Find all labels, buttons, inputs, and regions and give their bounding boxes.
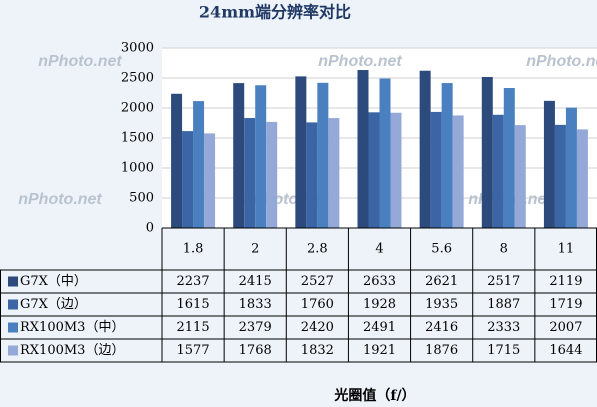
bar bbox=[193, 101, 205, 228]
bar bbox=[554, 124, 566, 228]
bar bbox=[295, 76, 307, 228]
table-value: 2621 bbox=[425, 274, 458, 289]
chart-title: 24mm端分辨率对比 bbox=[199, 3, 351, 22]
table-value: 1615 bbox=[177, 297, 210, 312]
bar bbox=[565, 107, 577, 228]
x-axis-label: 光圈值（f/） bbox=[333, 387, 415, 404]
table-value: 2491 bbox=[363, 320, 396, 335]
legend-swatch bbox=[8, 322, 18, 333]
bar bbox=[171, 93, 183, 228]
x-tick-label: 2 bbox=[251, 242, 259, 257]
table-value: 1719 bbox=[549, 297, 582, 312]
bar bbox=[543, 100, 555, 228]
watermark: nPhoto.net bbox=[318, 53, 402, 70]
table-value: 2333 bbox=[487, 320, 520, 335]
table-value: 2517 bbox=[487, 274, 520, 289]
table-value: 2379 bbox=[239, 320, 272, 335]
legend-label: RX100M3（中） bbox=[20, 320, 124, 335]
bar bbox=[368, 112, 380, 228]
bar bbox=[576, 129, 588, 228]
bar bbox=[441, 83, 453, 228]
bar bbox=[390, 112, 402, 228]
table-value: 2527 bbox=[301, 274, 334, 289]
table-value: 2420 bbox=[301, 320, 334, 335]
bar bbox=[503, 88, 515, 229]
table-value: 2633 bbox=[363, 274, 396, 289]
x-tick-label: 2.8 bbox=[307, 242, 328, 257]
table-value: 1833 bbox=[239, 297, 272, 312]
bar bbox=[430, 111, 442, 228]
bar bbox=[514, 125, 526, 228]
table-value: 1644 bbox=[549, 343, 582, 358]
y-tick-label: 2500 bbox=[121, 71, 154, 86]
bar bbox=[233, 83, 245, 228]
bar bbox=[492, 114, 504, 228]
y-tick-label: 2000 bbox=[121, 101, 154, 116]
table-value: 1768 bbox=[239, 343, 272, 358]
y-tick-label: 3000 bbox=[121, 41, 154, 56]
watermark: nPhoto.net bbox=[38, 53, 122, 70]
table-value: 1832 bbox=[301, 343, 334, 358]
legend-label: RX100M3（边） bbox=[20, 343, 124, 358]
x-tick-label: 4 bbox=[375, 242, 383, 257]
bar bbox=[328, 118, 340, 228]
bar bbox=[419, 70, 431, 229]
legend-swatch bbox=[8, 345, 18, 356]
bar bbox=[244, 118, 256, 228]
x-tick-label: 1.8 bbox=[183, 242, 204, 257]
watermark: nPhoto.net bbox=[18, 191, 102, 208]
bar bbox=[255, 85, 267, 228]
table-value: 2237 bbox=[177, 274, 210, 289]
table-value: 1887 bbox=[487, 297, 520, 312]
y-tick-label: 1500 bbox=[121, 131, 154, 146]
bar bbox=[266, 121, 278, 228]
legend-label: G7X（边） bbox=[20, 297, 87, 312]
y-tick-label: 500 bbox=[129, 191, 154, 206]
bar bbox=[317, 82, 329, 228]
table-value: 2007 bbox=[549, 320, 582, 335]
table-value: 1876 bbox=[425, 343, 458, 358]
table-value: 2119 bbox=[549, 274, 582, 289]
bar bbox=[481, 76, 493, 228]
table-value: 1577 bbox=[177, 343, 210, 358]
table-value: 1760 bbox=[301, 297, 334, 312]
table-value: 2115 bbox=[177, 320, 210, 335]
bar bbox=[357, 70, 369, 229]
legend-label: G7X（中） bbox=[20, 274, 87, 289]
legend-swatch bbox=[8, 276, 18, 287]
table-value: 1921 bbox=[363, 343, 396, 358]
table-value: 1928 bbox=[363, 297, 396, 312]
x-tick-label: 8 bbox=[500, 242, 508, 257]
watermark: nPhoto.net bbox=[526, 53, 597, 70]
bar bbox=[379, 78, 391, 228]
bar bbox=[204, 133, 216, 228]
bar bbox=[182, 131, 194, 228]
bar bbox=[306, 122, 318, 228]
table-value: 1715 bbox=[487, 343, 520, 358]
table-value: 2416 bbox=[425, 320, 458, 335]
x-tick-label: 11 bbox=[558, 242, 575, 257]
table-value: 1935 bbox=[425, 297, 458, 312]
x-tick-label: 5.6 bbox=[431, 242, 452, 257]
y-tick-label: 0 bbox=[146, 221, 154, 236]
table-value: 2415 bbox=[239, 274, 272, 289]
legend-swatch bbox=[8, 299, 18, 310]
y-tick-label: 1000 bbox=[121, 161, 154, 176]
bar bbox=[452, 115, 464, 228]
